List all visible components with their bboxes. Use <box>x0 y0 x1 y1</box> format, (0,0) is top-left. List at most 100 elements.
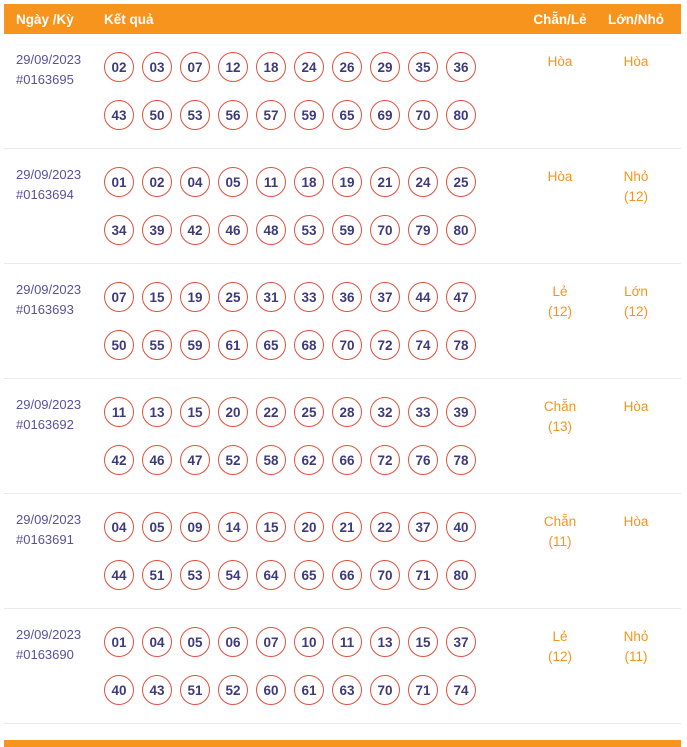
draw-date-period: 29/09/2023 #0163693 <box>16 264 104 378</box>
big-small-result: Lớn (12) <box>599 264 673 378</box>
number-ball: 32 <box>370 397 400 427</box>
numbers-line-1: 04 05 09 14 15 20 21 22 37 40 <box>104 512 521 542</box>
number-ball: 58 <box>256 445 286 475</box>
number-ball: 06 <box>218 627 248 657</box>
draw-id: #0163693 <box>16 302 74 317</box>
table-body: 29/09/2023 #0163695 02 03 07 12 18 24 26 29 35 36… <box>4 34 681 724</box>
result-row: 29/09/2023 #0163693 07 15 19 25 31 33 36 37 44 47… <box>4 264 681 379</box>
number-ball: 71 <box>408 560 438 590</box>
number-ball: 37 <box>446 627 476 657</box>
number-ball: 78 <box>446 330 476 360</box>
number-ball: 66 <box>332 445 362 475</box>
draw-date: 29/09/2023 <box>16 397 82 412</box>
number-ball: 01 <box>104 627 134 657</box>
number-ball: 28 <box>332 397 362 427</box>
draw-date-period: 29/09/2023 #0163695 <box>16 34 104 148</box>
number-ball: 21 <box>332 512 362 542</box>
number-ball: 42 <box>180 215 210 245</box>
number-ball: 22 <box>370 512 400 542</box>
number-ball: 78 <box>446 445 476 475</box>
number-ball: 11 <box>332 627 362 657</box>
number-ball: 50 <box>142 100 172 130</box>
number-ball: 52 <box>218 445 248 475</box>
number-ball: 39 <box>446 397 476 427</box>
number-ball: 11 <box>256 167 286 197</box>
big-small-count: (12) <box>623 304 648 319</box>
number-ball: 09 <box>180 512 210 542</box>
number-ball: 34 <box>104 215 134 245</box>
numbers-line-2: 43 50 53 56 57 59 65 69 70 80 <box>104 100 521 130</box>
numbers-line-2: 50 55 59 61 65 68 70 72 74 78 <box>104 330 521 360</box>
number-ball: 42 <box>104 445 134 475</box>
even-odd-label: Chẵn <box>543 399 577 414</box>
number-ball: 46 <box>142 445 172 475</box>
result-numbers: 01 02 04 05 11 18 19 21 24 25 34 39 42 46 48 53 59 70 79 8… <box>104 149 521 263</box>
even-odd-result: Chẵn (13) <box>521 379 599 493</box>
number-ball: 74 <box>446 675 476 705</box>
number-ball: 72 <box>370 330 400 360</box>
even-odd-label: Lẻ <box>552 284 568 299</box>
number-ball: 43 <box>142 675 172 705</box>
even-odd-result: Hòa <box>521 34 599 148</box>
number-ball: 07 <box>104 282 134 312</box>
even-odd-result: Chẵn (11) <box>521 494 599 608</box>
draw-id: #0163690 <box>16 647 74 662</box>
number-ball: 80 <box>446 100 476 130</box>
number-ball: 53 <box>180 100 210 130</box>
number-ball: 20 <box>294 512 324 542</box>
number-ball: 25 <box>218 282 248 312</box>
number-ball: 01 <box>104 167 134 197</box>
number-ball: 70 <box>370 215 400 245</box>
number-ball: 07 <box>180 52 210 82</box>
draw-date: 29/09/2023 <box>16 52 82 67</box>
number-ball: 05 <box>218 167 248 197</box>
number-ball: 22 <box>256 397 286 427</box>
numbers-line-1: 01 04 05 06 07 10 11 13 15 37 <box>104 627 521 657</box>
number-ball: 69 <box>370 100 400 130</box>
table-header: Ngày /Kỳ Kết quả Chẵn/Lẻ Lớn/Nhỏ <box>4 4 681 34</box>
big-small-label: Nhỏ <box>623 169 649 184</box>
number-ball: 43 <box>104 100 134 130</box>
header-big-small: Lớn/Nhỏ <box>607 11 665 27</box>
number-ball: 76 <box>408 445 438 475</box>
number-ball: 60 <box>256 675 286 705</box>
big-small-result: Hòa <box>599 379 673 493</box>
result-row: 29/09/2023 #0163694 01 02 04 05 11 18 19 21 24 25… <box>4 149 681 264</box>
number-ball: 18 <box>294 167 324 197</box>
number-ball: 14 <box>218 512 248 542</box>
number-ball: 66 <box>332 560 362 590</box>
number-ball: 65 <box>294 560 324 590</box>
number-ball: 15 <box>256 512 286 542</box>
number-ball: 59 <box>332 215 362 245</box>
number-ball: 54 <box>218 560 248 590</box>
number-ball: 15 <box>180 397 210 427</box>
even-odd-result: Lẻ (12) <box>521 264 599 378</box>
number-ball: 68 <box>294 330 324 360</box>
big-small-label: Hòa <box>623 54 649 69</box>
number-ball: 65 <box>332 100 362 130</box>
number-ball: 51 <box>142 560 172 590</box>
draw-id: #0163691 <box>16 532 74 547</box>
number-ball: 57 <box>256 100 286 130</box>
number-ball: 19 <box>180 282 210 312</box>
number-ball: 31 <box>256 282 286 312</box>
draw-date-period: 29/09/2023 #0163690 <box>16 609 104 723</box>
numbers-line-1: 11 13 15 20 22 25 28 32 33 39 <box>104 397 521 427</box>
draw-date-period: 29/09/2023 #0163694 <box>16 149 104 263</box>
number-ball: 64 <box>256 560 286 590</box>
number-ball: 25 <box>446 167 476 197</box>
number-ball: 46 <box>218 215 248 245</box>
draw-date-period: 29/09/2023 #0163691 <box>16 494 104 608</box>
results-table: Ngày /Kỳ Kết quả Chẵn/Lẻ Lớn/Nhỏ 29/09/2… <box>4 4 681 724</box>
big-small-label: Hòa <box>623 514 649 529</box>
result-row: 29/09/2023 #0163692 11 13 15 20 22 25 28 32 33 39… <box>4 379 681 494</box>
number-ball: 19 <box>332 167 362 197</box>
number-ball: 36 <box>446 52 476 82</box>
numbers-line-1: 07 15 19 25 31 33 36 37 44 47 <box>104 282 521 312</box>
number-ball: 80 <box>446 215 476 245</box>
number-ball: 40 <box>104 675 134 705</box>
number-ball: 70 <box>332 330 362 360</box>
even-odd-count: (11) <box>548 534 572 549</box>
number-ball: 04 <box>104 512 134 542</box>
